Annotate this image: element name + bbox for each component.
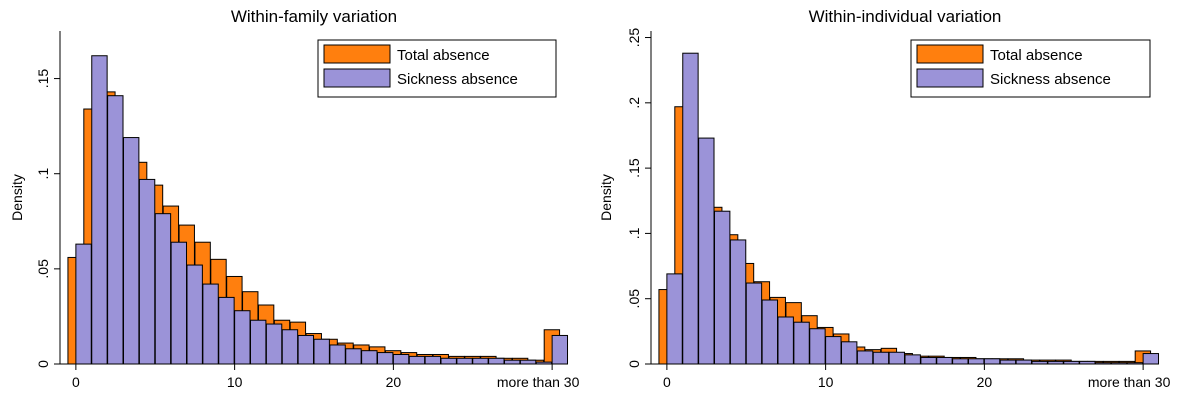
bar-sickness-absence <box>361 350 378 365</box>
bar-sickness-absence <box>777 316 794 365</box>
bar-sickness-absence <box>809 328 826 365</box>
bar-sickness-absence <box>456 357 473 365</box>
bar-sickness-absence <box>186 264 203 365</box>
bar-sickness-absence <box>440 357 457 365</box>
legend-swatch-total <box>323 44 391 64</box>
bar-sickness-absence <box>202 283 219 365</box>
legend-swatch-sickness <box>916 68 984 88</box>
legend-label-total: Total absence <box>397 47 490 64</box>
bar-sickness-absence <box>218 296 235 365</box>
bar-sickness-absence <box>872 351 890 365</box>
bar-sickness-absence <box>329 344 346 365</box>
legend-swatch-total <box>916 44 984 64</box>
y-tick-label: .15 <box>35 69 51 89</box>
bar-sickness-absence <box>297 334 315 365</box>
x-tick-label: 10 <box>818 374 834 390</box>
y-axis-label: Density <box>9 174 25 221</box>
tick-labels: 0 10 20 0 .05 .1 .15 .2 .25 <box>626 28 992 390</box>
y-tick-label: .1 <box>35 168 51 180</box>
bar-sickness-absence <box>936 356 953 365</box>
bar-sickness-absence <box>250 319 267 365</box>
x-tick-label: 20 <box>386 374 402 390</box>
y-axis-label: Density <box>598 174 614 221</box>
bar-sickness-absence <box>793 321 810 365</box>
bar-sickness-absence <box>968 358 985 365</box>
bar-sickness-absence <box>682 52 699 365</box>
bar-sickness-absence <box>904 354 921 365</box>
bar-sickness-absence <box>234 310 251 365</box>
bar-marks <box>658 52 1160 365</box>
y-tick-label: 0 <box>626 360 642 368</box>
y-tick-label: 0 <box>35 360 51 368</box>
bar-sickness-absence <box>123 137 140 365</box>
bar-sickness-absence <box>825 336 842 365</box>
bar-sickness-absence <box>408 355 426 365</box>
bar-sickness-absence <box>504 359 521 365</box>
y-tick-label: .2 <box>626 97 642 109</box>
bar-sickness-absence <box>856 350 874 365</box>
bar-sickness-absence <box>392 353 410 365</box>
legend-label-sickness: Sickness absence <box>990 71 1111 88</box>
bar-sickness-absence <box>345 348 362 365</box>
legend-label-sickness: Sickness absence <box>397 71 518 88</box>
bar-sickness-absence <box>170 241 188 365</box>
chart-panel-within-family: Within-family variation Density 0 10 20 0 .0… <box>0 0 588 401</box>
bar-sickness-absence <box>488 357 505 365</box>
bar-sickness-absence <box>138 178 156 365</box>
x-end-tick-label: more than 30 <box>1088 374 1171 390</box>
bar-sickness-absence <box>729 239 747 365</box>
bar-sickness-absence <box>472 357 489 365</box>
y-tick-label: .05 <box>626 289 642 309</box>
bar-sickness-absence <box>714 210 731 365</box>
chart-panel-within-individual: Within-individual variation Density 0 10 2… <box>589 0 1177 401</box>
y-tick-label: .05 <box>35 259 51 279</box>
bar-sickness-absence <box>888 351 906 365</box>
bar-sickness-absence <box>761 299 779 365</box>
bar-sickness-absence <box>154 213 172 365</box>
bar-sickness-absence <box>999 359 1017 365</box>
chart-title: Within-individual variation <box>809 7 1002 26</box>
y-tick-label: .15 <box>626 158 642 178</box>
chart-within-family: Within-family variation Density 0 10 20 0 .0… <box>0 0 588 401</box>
bar-sickness-absence <box>281 329 299 365</box>
bar-sickness-absence <box>1142 353 1160 365</box>
bar-sickness-absence <box>91 55 108 365</box>
bar-sickness-absence <box>666 273 683 365</box>
bar-sickness-absence <box>841 341 858 365</box>
bar-sickness-absence <box>107 95 124 365</box>
bar-sickness-absence <box>424 355 442 365</box>
axes <box>54 31 568 370</box>
bar-sickness-absence <box>75 243 92 365</box>
x-tick-label: 20 <box>977 374 993 390</box>
bar-sickness-absence <box>313 338 330 365</box>
legend: Total absence Sickness absence <box>910 39 1151 98</box>
legend: Total absence Sickness absence <box>317 39 557 98</box>
bar-sickness-absence <box>551 334 569 365</box>
legend-swatch-sickness <box>323 68 391 88</box>
bar-sickness-absence <box>377 352 394 365</box>
y-tick-label: .1 <box>626 227 642 239</box>
chart-within-individual: Within-individual variation Density 0 10 2… <box>589 0 1177 401</box>
x-tick-label: 0 <box>663 374 671 390</box>
x-tick-label: 10 <box>227 374 243 390</box>
bar-sickness-absence <box>745 282 763 365</box>
bar-sickness-absence <box>920 356 937 365</box>
y-tick-label: .25 <box>626 28 642 48</box>
bar-sickness-absence <box>265 323 283 365</box>
bar-sickness-absence <box>952 358 969 365</box>
legend-label-total: Total absence <box>990 47 1083 64</box>
bar-sickness-absence <box>698 137 715 365</box>
bar-sickness-absence <box>1015 359 1033 365</box>
bar-sickness-absence <box>983 358 1001 365</box>
bar-sickness-absence <box>519 359 537 365</box>
chart-title: Within-family variation <box>231 7 397 26</box>
tick-labels: 0 10 20 0 .05 .1 .15 <box>35 69 401 390</box>
axes <box>645 31 1159 370</box>
x-tick-label: 0 <box>72 374 80 390</box>
x-end-tick-label: more than 30 <box>497 374 580 390</box>
